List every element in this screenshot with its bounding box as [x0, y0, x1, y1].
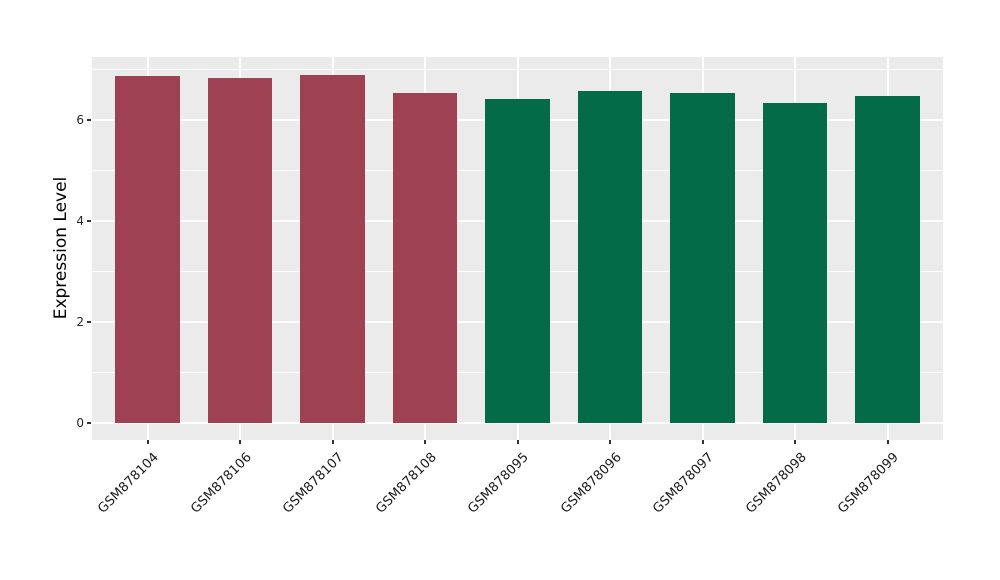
x-tick-label: GSM878096 — [558, 450, 625, 517]
x-axis-tick — [886, 440, 889, 444]
x-tick-label: GSM878095 — [465, 450, 533, 517]
bar-GSM878098 — [762, 102, 828, 423]
y-axis-tick — [87, 219, 91, 222]
x-axis-tick — [146, 440, 149, 444]
bar-GSM878099 — [855, 95, 920, 423]
x-axis-tick — [516, 440, 519, 444]
x-axis-tick — [701, 440, 704, 444]
plot-panel — [92, 57, 943, 440]
bar-GSM878096 — [577, 90, 643, 423]
x-axis-tick — [794, 440, 796, 444]
y-tick-label: 0 — [76, 415, 84, 430]
bar-GSM878108 — [392, 92, 458, 423]
y-axis-tick — [87, 320, 91, 323]
x-axis-tick — [239, 440, 241, 444]
x-axis-tick — [331, 440, 334, 444]
bar-GSM878097 — [670, 92, 735, 423]
y-tick-label: 4 — [76, 213, 84, 228]
y-axis-title: Expression Level — [51, 176, 71, 320]
x-axis-tick — [424, 440, 426, 444]
bar-GSM878107 — [300, 74, 365, 423]
y-axis-tick — [87, 118, 91, 121]
bar-GSM878106 — [207, 78, 273, 423]
x-tick-label: GSM878098 — [743, 450, 810, 517]
y-axis-tick — [87, 421, 91, 424]
x-axis-tick — [609, 440, 611, 444]
x-tick-label: GSM878107 — [280, 450, 348, 517]
bar-GSM878095 — [485, 99, 550, 423]
x-tick-label: GSM878104 — [95, 450, 163, 517]
x-tick-label: GSM878097 — [650, 450, 718, 517]
y-tick-label: 2 — [76, 314, 84, 329]
x-tick-label: GSM878108 — [373, 450, 440, 517]
x-tick-label: GSM878106 — [188, 450, 255, 517]
bar-GSM878104 — [115, 75, 180, 423]
y-tick-label: 6 — [76, 112, 84, 127]
x-tick-label: GSM878099 — [835, 450, 903, 517]
